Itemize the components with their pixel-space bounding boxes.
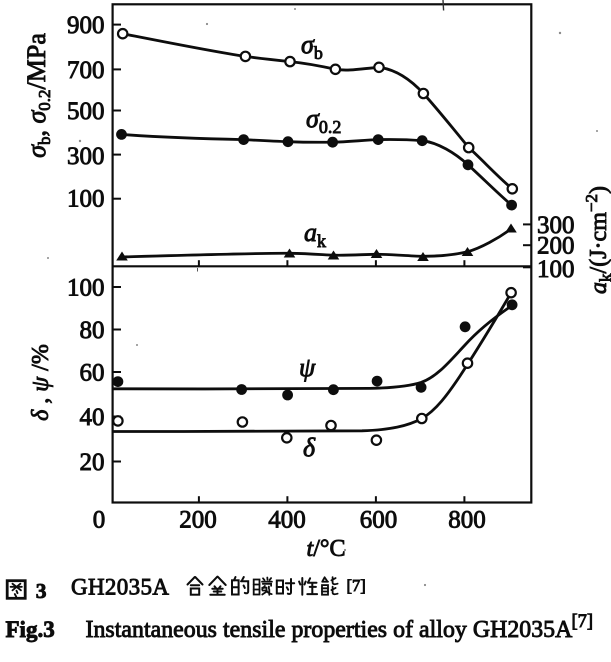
svg-text:ak/(J·cm−2): ak/(J·cm−2) [582, 186, 611, 294]
svg-text:300: 300 [67, 143, 105, 170]
svg-text:[7]: [7] [572, 612, 594, 632]
svg-text:100: 100 [67, 186, 105, 213]
svg-text:Fig.3: Fig.3 [6, 617, 55, 642]
svg-text:300: 300 [537, 212, 575, 239]
svg-text:600: 600 [360, 507, 398, 534]
svg-text:400: 400 [268, 507, 306, 534]
svg-text:ak: ak [304, 218, 326, 251]
svg-text:100: 100 [67, 275, 105, 302]
svg-text:40: 40 [80, 404, 105, 431]
svg-text:80: 80 [80, 317, 105, 344]
svg-text:σ0.2: σ0.2 [306, 104, 341, 137]
svg-text:ψ: ψ [299, 353, 316, 382]
svg-text:200: 200 [179, 507, 217, 534]
svg-text:20: 20 [80, 449, 105, 476]
svg-text:[7]: [7] [347, 576, 366, 595]
svg-text:700: 700 [67, 57, 105, 84]
svg-text:100: 100 [537, 256, 575, 283]
svg-text:GH2035A: GH2035A [71, 575, 169, 600]
svg-text:σb, σ0.2/MPa: σb, σ0.2/MPa [22, 33, 54, 158]
svg-text:900: 900 [67, 12, 105, 39]
svg-text:60: 60 [80, 360, 105, 387]
svg-text:t/°C: t/°C [307, 536, 346, 562]
svg-text:0: 0 [93, 507, 106, 534]
svg-text:δ , ψ /%: δ , ψ /% [28, 344, 54, 421]
svg-text:σb: σb [301, 30, 323, 63]
svg-text:200: 200 [537, 233, 575, 260]
svg-text:800: 800 [448, 507, 486, 534]
svg-text:δ: δ [303, 433, 316, 462]
svg-text:Instantaneous tensile properti: Instantaneous tensile properties of allo… [86, 617, 574, 643]
svg-text:3: 3 [36, 579, 47, 603]
svg-text:500: 500 [67, 98, 105, 125]
